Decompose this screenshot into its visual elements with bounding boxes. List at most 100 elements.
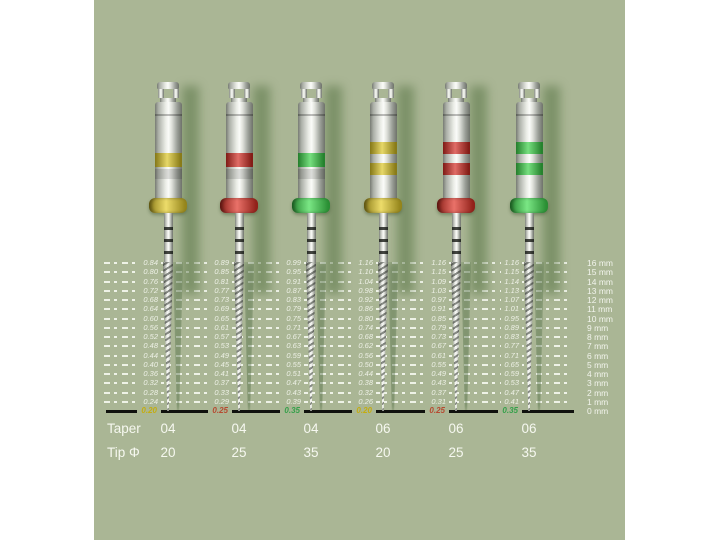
diameter-label: 0.80 — [140, 267, 161, 278]
diameter-label: 0.41 — [211, 369, 232, 379]
diameter-label: 0.91 — [283, 276, 304, 287]
diameter-label: 0.45 — [211, 359, 232, 370]
depth-band — [451, 239, 461, 242]
mm-label: 15 mm — [587, 267, 613, 278]
fluted-tip — [524, 262, 534, 411]
file-shadow — [543, 86, 560, 294]
rubber-stop-collar — [510, 198, 548, 213]
mm-label: 1 mm — [587, 396, 609, 407]
depth-gridline — [104, 308, 572, 311]
tip-size-value: 20 — [375, 445, 391, 460]
diameter-label: 0.47 — [501, 387, 522, 398]
handle-recess — [298, 169, 325, 179]
latch-head — [160, 98, 176, 103]
diameter-label: 0.33 — [211, 387, 232, 398]
latch-head — [534, 89, 540, 98]
tip-size-value: 20 — [160, 445, 176, 460]
diameter-label: 0.43 — [283, 387, 304, 398]
latch-head — [316, 89, 322, 98]
depth-gridline — [104, 400, 572, 403]
diameter-label: 1.10 — [355, 267, 376, 278]
file-illustration — [209, 78, 270, 418]
mm-label: 12 mm — [587, 295, 613, 305]
depth-band — [306, 227, 316, 230]
taper-value: 04 — [303, 421, 319, 436]
diameter-label: 0.89 — [211, 258, 232, 268]
diameter-label: 0.32 — [140, 378, 161, 389]
latch-head — [445, 82, 467, 89]
diameter-label: 0.95 — [501, 313, 522, 324]
depth-gridline — [104, 299, 572, 301]
mm-label: 9 mm — [587, 322, 609, 333]
diameter-label: 0.89 — [501, 322, 522, 333]
diameter-label: 0.31 — [428, 396, 449, 407]
rubber-stop-collar — [437, 198, 475, 213]
taper-value: 06 — [521, 421, 537, 436]
file-shadow — [534, 262, 544, 410]
mm-label: 0 mm — [587, 406, 609, 416]
file-illustration — [138, 78, 199, 418]
depth-band — [163, 251, 173, 254]
diameter-label: 1.04 — [355, 276, 376, 287]
iso-color-ring — [155, 153, 182, 167]
diameter-label: 0.92 — [355, 295, 376, 305]
taper-value: 06 — [448, 421, 464, 436]
taper-value: 06 — [375, 421, 391, 436]
diameter-label: 0.26 — [355, 396, 376, 407]
diameter-label: 0.63 — [283, 341, 304, 352]
diameter-label: 0.41 — [501, 396, 522, 407]
fluted-tip — [451, 262, 461, 411]
diameter-label: 0.75 — [283, 313, 304, 324]
diameter-label: 0.39 — [283, 396, 304, 407]
file-shaft — [306, 213, 316, 263]
diameter-label: 0.83 — [283, 295, 304, 305]
file-shaft — [378, 213, 388, 263]
depth-gridline — [104, 391, 572, 394]
diameter-label: 0.55 — [428, 359, 449, 370]
diameter-label: 1.16 — [428, 258, 449, 268]
mm-label: 16 mm — [587, 258, 613, 268]
tip-diameter-label: 0.25 — [425, 405, 449, 416]
iso-color-ring — [443, 163, 470, 175]
diameter-label: 0.37 — [428, 387, 449, 398]
diameter-label: 1.15 — [428, 267, 449, 278]
mm-label: 5 mm — [587, 359, 609, 370]
mm-label: 10 mm — [587, 313, 613, 324]
diameter-label: 1.01 — [501, 304, 522, 315]
depth-gridline — [104, 382, 572, 385]
diameter-label: 0.52 — [140, 332, 161, 342]
tip-size-value: 35 — [303, 445, 319, 460]
diameter-label: 1.09 — [428, 276, 449, 287]
depth-band — [163, 239, 173, 242]
latch-head — [158, 89, 164, 98]
latch-head — [373, 89, 379, 98]
tip-phi-row-label: Tip Φ — [107, 445, 140, 460]
diameter-label: 0.48 — [140, 341, 161, 352]
iso-color-ring — [516, 142, 543, 154]
rubber-stop-collar — [149, 198, 187, 213]
mm-label: 7 mm — [587, 341, 609, 352]
file-illustration — [426, 78, 487, 418]
handle — [298, 102, 325, 199]
diameter-label: 0.55 — [283, 359, 304, 370]
fluted-tip — [306, 262, 316, 411]
latch-head — [229, 89, 235, 98]
diameter-label: 0.77 — [501, 341, 522, 352]
diameter-label: 0.61 — [428, 350, 449, 361]
diameter-label: 0.32 — [355, 387, 376, 398]
diameter-label: 0.98 — [355, 285, 376, 296]
diameter-label: 0.71 — [501, 350, 522, 361]
handle-seam — [516, 114, 543, 116]
diameter-label: 0.86 — [355, 304, 376, 315]
depth-gridline — [104, 363, 572, 366]
diameter-label: 0.60 — [140, 313, 161, 324]
depth-band — [306, 251, 316, 254]
file-shadow — [397, 86, 414, 294]
iso-color-ring — [443, 142, 470, 154]
diameter-label: 0.47 — [283, 378, 304, 389]
tip-diameter-label: 0.25 — [208, 405, 232, 416]
diameter-label: 0.49 — [211, 350, 232, 361]
depth-gridline — [104, 326, 572, 329]
diameter-label: 0.40 — [140, 359, 161, 370]
depth-band — [524, 227, 534, 230]
